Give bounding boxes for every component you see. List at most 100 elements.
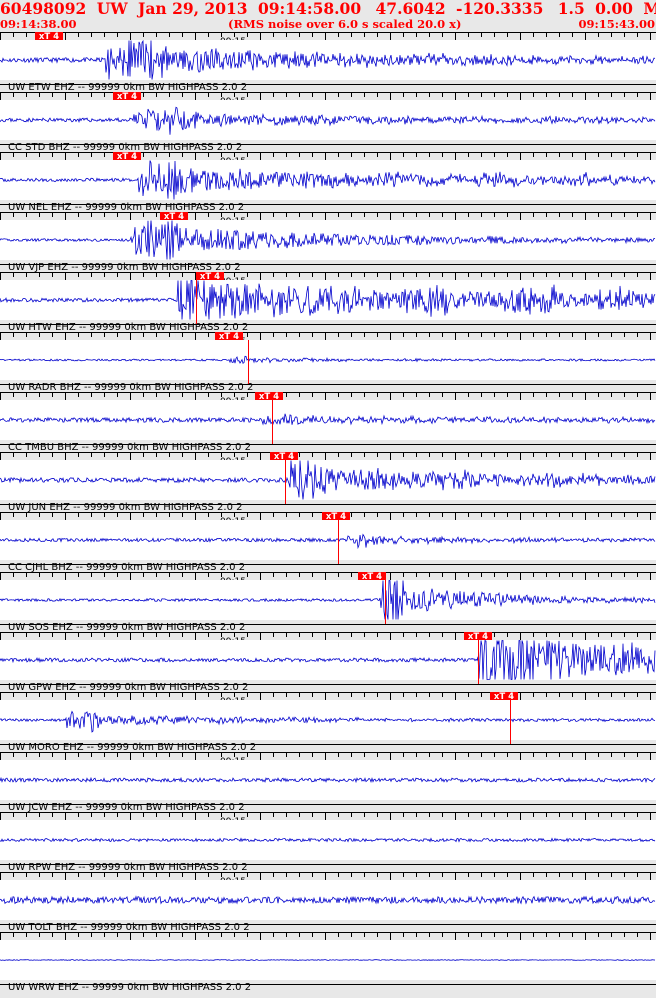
axis-tick [117, 212, 118, 217]
axis-tick [169, 272, 170, 277]
trace-waveform[interactable] [0, 100, 656, 140]
seismogram-trace[interactable]: 09:15xT 4UW VJP EHZ -- 99999 0km BW HIGH… [0, 212, 656, 273]
axis-tick [637, 932, 638, 937]
seismogram-trace[interactable]: 09:15xT 4CC STD BHZ -- 99999 0km BW HIGH… [0, 92, 656, 153]
axis-baseline [0, 932, 656, 933]
trace-time-axis[interactable] [0, 332, 656, 340]
trace-waveform[interactable] [0, 760, 656, 800]
axis-tick [299, 392, 300, 397]
seismogram-trace[interactable]: 09:15xT 4UW ETW EHZ -- 99999 0km BW HIGH… [0, 32, 656, 93]
axis-tick [507, 632, 508, 637]
trace-channel-label: UW RPW EHZ -- 99999 0km BW HIGHPASS 2.0 … [8, 862, 248, 873]
trace-waveform[interactable] [0, 220, 656, 260]
trace-waveform[interactable] [0, 700, 656, 740]
axis-tick [39, 272, 40, 277]
axis-tick [377, 32, 378, 37]
trace-waveform[interactable] [0, 820, 656, 860]
axis-tick [364, 812, 365, 817]
trace-time-axis[interactable] [0, 272, 656, 280]
trace-time-axis[interactable] [0, 152, 656, 160]
trace-waveform[interactable] [0, 280, 656, 320]
seismogram-trace[interactable]: 09:15xT 4UW NEL EHZ -- 99999 0km BW HIGH… [0, 152, 656, 213]
trace-waveform[interactable] [0, 40, 656, 80]
trace-time-axis[interactable] [0, 572, 656, 580]
axis-tick [273, 632, 274, 637]
trace-waveform[interactable] [0, 580, 656, 620]
amplitude-scale-badge[interactable]: xT 4 [270, 452, 298, 463]
amplitude-scale-badge[interactable]: xT 4 [255, 392, 283, 403]
trace-time-axis[interactable] [0, 812, 656, 820]
amplitude-scale-badge[interactable]: xT 4 [113, 152, 141, 163]
axis-tick [377, 512, 378, 517]
axis-tick [26, 932, 27, 937]
trace-time-axis[interactable] [0, 392, 656, 400]
amplitude-scale-badge[interactable]: xT 4 [35, 32, 63, 43]
seismogram-trace[interactable]: 09:15xT 4CC CJHL BHZ -- 99999 0km BW HIG… [0, 512, 656, 573]
axis-tick [403, 572, 404, 577]
pick-connector-line [196, 280, 197, 324]
axis-tick [559, 332, 560, 337]
seismogram-trace[interactable]: 09:15xT 4UW JUN EHZ -- 99999 0km BW HIGH… [0, 452, 656, 513]
axis-tick [546, 512, 547, 517]
axis-tick [78, 872, 79, 877]
axis-tick [195, 752, 196, 760]
seismogram-trace[interactable]: 09:15xT 4UW RADR BHZ -- 99999 0km BW HIG… [0, 332, 656, 393]
trace-time-axis[interactable] [0, 632, 656, 640]
axis-tick [650, 332, 651, 340]
trace-waveform[interactable] [0, 160, 656, 200]
axis-tick [403, 332, 404, 337]
amplitude-scale-badge[interactable]: xT 4 [322, 512, 350, 523]
amplitude-scale-badge[interactable]: xT 4 [464, 632, 492, 643]
trace-time-axis[interactable] [0, 92, 656, 100]
axis-tick [416, 332, 417, 337]
trace-waveform[interactable] [0, 340, 656, 380]
axis-tick [182, 812, 183, 817]
seismogram-trace[interactable]: 09:15xT 4UW MORO EHZ -- 99999 0km BW HIG… [0, 692, 656, 753]
axis-tick [299, 152, 300, 157]
amplitude-scale-badge[interactable]: xT 4 [196, 272, 224, 283]
trace-time-axis[interactable] [0, 872, 656, 880]
amplitude-scale-badge[interactable]: xT 4 [113, 92, 141, 103]
axis-tick [416, 272, 417, 277]
axis-tick [52, 212, 53, 217]
seismogram-trace[interactable]: 09:15UW JCW EHZ -- 99999 0km BW HIGHPASS… [0, 752, 656, 813]
trace-time-axis[interactable] [0, 452, 656, 460]
trace-time-axis[interactable] [0, 932, 656, 940]
trace-waveform[interactable] [0, 520, 656, 560]
seismogram-trace[interactable]: 09:15xT 4UW HTW EHZ -- 99999 0km BW HIGH… [0, 272, 656, 333]
trace-time-axis[interactable] [0, 212, 656, 220]
axis-tick [78, 692, 79, 697]
trace-time-axis[interactable] [0, 32, 656, 40]
axis-tick [494, 872, 495, 877]
seismogram-trace[interactable]: 09:15xT 4UW GPW EHZ -- 99999 0km BW HIGH… [0, 632, 656, 693]
axis-tick [117, 572, 118, 577]
amplitude-scale-badge[interactable]: xT 4 [358, 572, 386, 583]
axis-tick [52, 572, 53, 577]
seismogram-trace[interactable]: 09:15UW RPW EHZ -- 99999 0km BW HIGHPASS… [0, 812, 656, 873]
seismogram-trace[interactable]: UW WRW EHZ -- 99999 0km BW HIGHPASS 2.0 … [0, 932, 656, 993]
trace-waveform[interactable] [0, 400, 656, 440]
axis-tick [39, 452, 40, 457]
trace-waveform[interactable] [0, 460, 656, 500]
axis-tick [624, 152, 625, 157]
axis-tick [169, 152, 170, 157]
trace-time-axis[interactable] [0, 752, 656, 760]
axis-tick [78, 632, 79, 637]
axis-tick [650, 92, 651, 100]
seismogram-trace[interactable]: 09:15xT 4UW SOS EHZ -- 99999 0km BW HIGH… [0, 572, 656, 633]
trace-waveform[interactable] [0, 640, 656, 680]
amplitude-scale-badge[interactable]: xT 4 [215, 332, 243, 343]
axis-tick [26, 872, 27, 877]
axis-tick [156, 92, 157, 97]
seismogram-trace[interactable]: 09:15UW TOLT BHZ -- 99999 0km BW HIGHPAS… [0, 872, 656, 933]
axis-tick [585, 632, 586, 640]
seismogram-trace[interactable]: 09:15xT 4CC TMBU BHZ -- 99999 0km BW HIG… [0, 392, 656, 453]
trace-waveform[interactable] [0, 940, 656, 980]
amplitude-scale-badge[interactable]: xT 4 [160, 212, 188, 223]
trace-time-axis[interactable] [0, 692, 656, 700]
axis-tick [598, 692, 599, 697]
trace-waveform[interactable] [0, 880, 656, 920]
axis-tick [221, 812, 222, 817]
amplitude-scale-badge[interactable]: xT 4 [490, 692, 518, 703]
axis-tick [611, 572, 612, 577]
